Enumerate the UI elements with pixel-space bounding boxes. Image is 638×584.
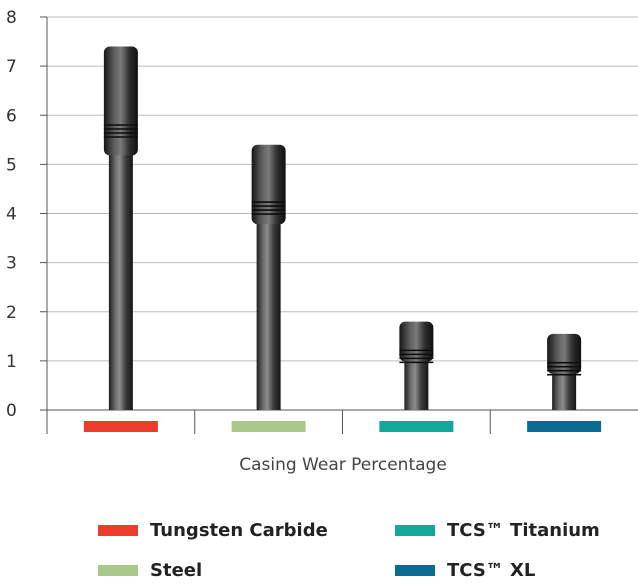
legend-label: Tungsten Carbide	[150, 520, 328, 541]
bar-joint	[547, 333, 582, 374]
category-marker	[379, 421, 454, 432]
bar	[379, 321, 454, 432]
y-tick-label: 5	[6, 155, 17, 175]
category-marker	[83, 421, 158, 432]
legend-swatch	[98, 565, 138, 576]
bar	[527, 333, 602, 432]
chart: 0 1 2 3 4 5 6 7 8 Casing Wear Percentage	[6, 8, 638, 475]
bars	[83, 46, 602, 432]
axes	[40, 16, 638, 434]
legend-item-tungsten-carbide: Tungsten Carbide	[98, 520, 328, 541]
y-tick-label: 6	[6, 106, 17, 126]
legend-swatch	[98, 525, 138, 536]
bar	[83, 46, 158, 432]
bar-joint	[103, 46, 138, 156]
legend-label: TCS™ XL	[447, 560, 536, 581]
legend-label: Steel	[150, 560, 203, 581]
y-tick-label: 8	[6, 8, 17, 28]
tick-labels: 0 1 2 3 4 5 6 7 8	[6, 8, 17, 421]
y-tick-label: 0	[6, 401, 17, 421]
legend: Tungsten Carbide TCS™ Titanium Steel TCS…	[0, 512, 638, 584]
legend-swatch	[395, 565, 435, 576]
category-marker	[527, 421, 602, 432]
bar-joint	[399, 321, 434, 362]
y-tick-label: 1	[6, 352, 17, 372]
y-tick-label: 3	[6, 254, 17, 274]
y-tick-label: 2	[6, 303, 17, 323]
legend-label: TCS™ Titanium	[447, 520, 600, 541]
y-tick-label: 7	[6, 57, 17, 77]
legend-item-steel: Steel	[98, 560, 202, 581]
bar-joint	[251, 144, 286, 225]
x-axis-label: Casing Wear Percentage	[239, 455, 447, 475]
legend-item-tcs-xl: TCS™ XL	[395, 560, 535, 581]
y-tick-label: 4	[6, 205, 17, 225]
category-marker	[231, 421, 306, 432]
legend-swatch	[395, 525, 435, 536]
grid-lines	[47, 16, 638, 411]
bar	[231, 144, 306, 432]
legend-item-tcs-titanium: TCS™ Titanium	[395, 520, 600, 541]
